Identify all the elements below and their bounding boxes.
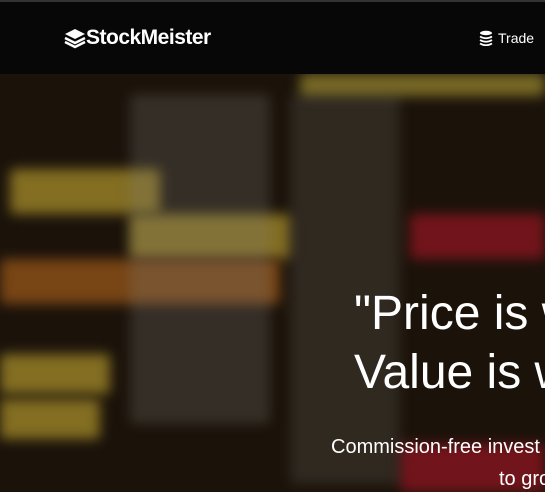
headline: "Price is w <box>354 287 545 340</box>
bg-shape <box>0 259 280 304</box>
coins-icon <box>479 30 493 46</box>
bg-shape <box>130 214 290 259</box>
hero: "Price is w Value is w Commission-free i… <box>0 74 545 492</box>
logo-text: StockMeister <box>86 26 211 49</box>
overlay <box>0 74 545 492</box>
bg-shape <box>400 444 545 492</box>
bg-shape <box>300 74 545 96</box>
bg-shape <box>0 354 110 394</box>
bg-shape <box>0 399 100 439</box>
nav-text: Trade <box>498 30 535 46</box>
bg-shape <box>410 214 545 259</box>
headline: Value is w <box>354 346 545 399</box>
bg-shape <box>290 94 400 484</box>
subtitle: Commission-free invest <box>331 436 540 458</box>
logo[interactable]: StockMeister <box>64 26 211 50</box>
logo-icon <box>64 29 86 49</box>
subtitle: to gro <box>499 468 545 490</box>
bg-shape <box>130 94 270 424</box>
nav-link[interactable]: Trade <box>478 30 534 46</box>
bg-shape <box>10 169 160 214</box>
header: StockMeister Trade <box>0 0 545 74</box>
